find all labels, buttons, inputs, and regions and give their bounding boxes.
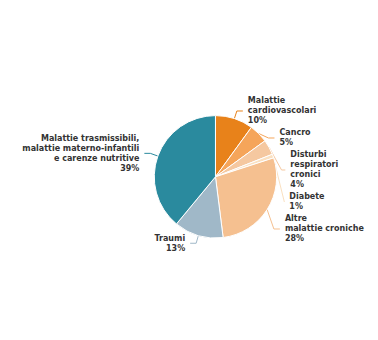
svg-text:28%: 28% xyxy=(285,234,304,243)
svg-text:Malattie: Malattie xyxy=(248,96,286,105)
svg-text:Altre: Altre xyxy=(285,214,308,223)
svg-text:4%: 4% xyxy=(290,180,304,189)
svg-text:Diabete: Diabete xyxy=(289,192,325,201)
svg-text:Disturbi: Disturbi xyxy=(290,150,326,159)
svg-text:e carenze nutritive: e carenze nutritive xyxy=(54,154,140,163)
svg-text:Cancro: Cancro xyxy=(279,128,311,137)
svg-text:malattie croniche: malattie croniche xyxy=(285,224,365,233)
svg-text:Malattie trasmissibili,: Malattie trasmissibili, xyxy=(41,134,139,143)
svg-text:13%: 13% xyxy=(166,244,185,253)
svg-text:5%: 5% xyxy=(279,138,293,147)
svg-text:malattie materno-infantili: malattie materno-infantili xyxy=(22,144,139,153)
svg-text:10%: 10% xyxy=(248,116,267,125)
svg-text:39%: 39% xyxy=(120,164,139,173)
svg-text:cardiovascolari: cardiovascolari xyxy=(248,106,317,115)
svg-text:1%: 1% xyxy=(289,202,303,211)
svg-text:cronici: cronici xyxy=(290,170,320,179)
svg-text:respiratori: respiratori xyxy=(290,160,338,169)
svg-text:Traumi: Traumi xyxy=(154,234,185,243)
